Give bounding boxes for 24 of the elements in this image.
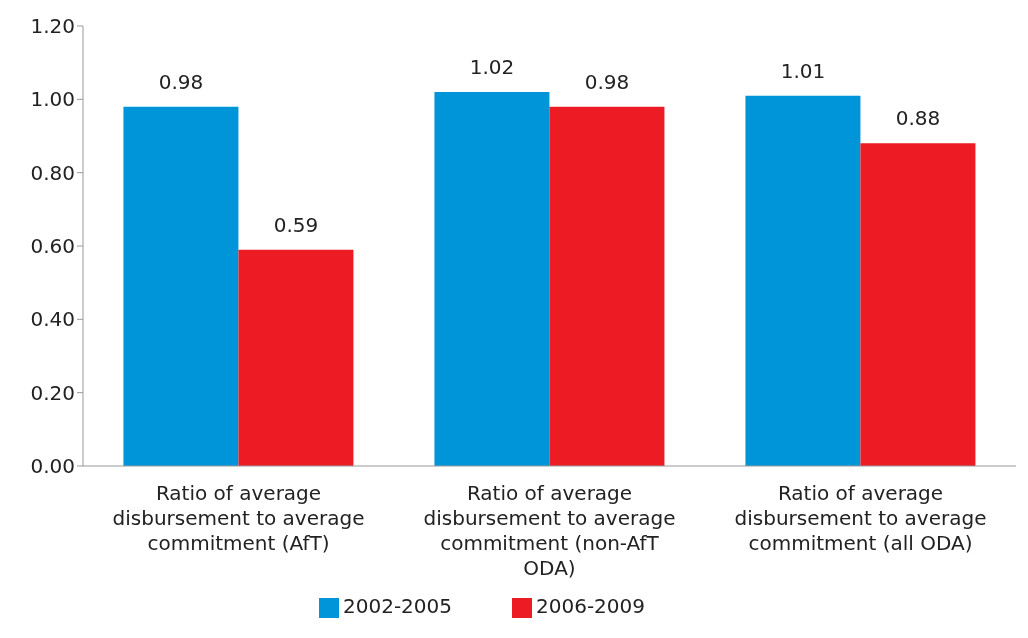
data-label: 0.59 — [273, 212, 319, 237]
y-tick-label: 1.00 — [30, 87, 75, 112]
bar — [123, 106, 239, 466]
y-tick-label: 0.60 — [30, 234, 75, 259]
data-label: 0.98 — [158, 69, 204, 94]
data-label: 0.98 — [584, 69, 630, 94]
x-tick-label: Ratio of average disbursement to average commitment (all ODA) — [734, 481, 987, 555]
data-label: 1.01 — [780, 58, 826, 83]
y-tick-label: 0.80 — [30, 160, 75, 185]
bar — [434, 92, 550, 466]
bar — [549, 106, 665, 466]
x-tick-label: Ratio of average disbursement to average commitment (non-AfT ODA) — [423, 481, 676, 580]
x-tick-label: Ratio of average disbursement to average commitment (AfT) — [112, 481, 365, 555]
bar — [238, 249, 354, 466]
y-tick-label: 0.40 — [30, 307, 75, 332]
legend-label: 2006-2009 — [536, 594, 646, 618]
legend-label: 2002-2005 — [342, 594, 452, 618]
y-tick-label: 1.20 — [30, 14, 75, 39]
y-tick-label: 0.20 — [30, 380, 75, 405]
data-label: 0.88 — [895, 106, 941, 131]
bar — [745, 95, 861, 466]
y-tick-label: 0.00 — [30, 454, 75, 479]
bar — [860, 143, 976, 466]
data-label: 1.02 — [469, 55, 515, 79]
